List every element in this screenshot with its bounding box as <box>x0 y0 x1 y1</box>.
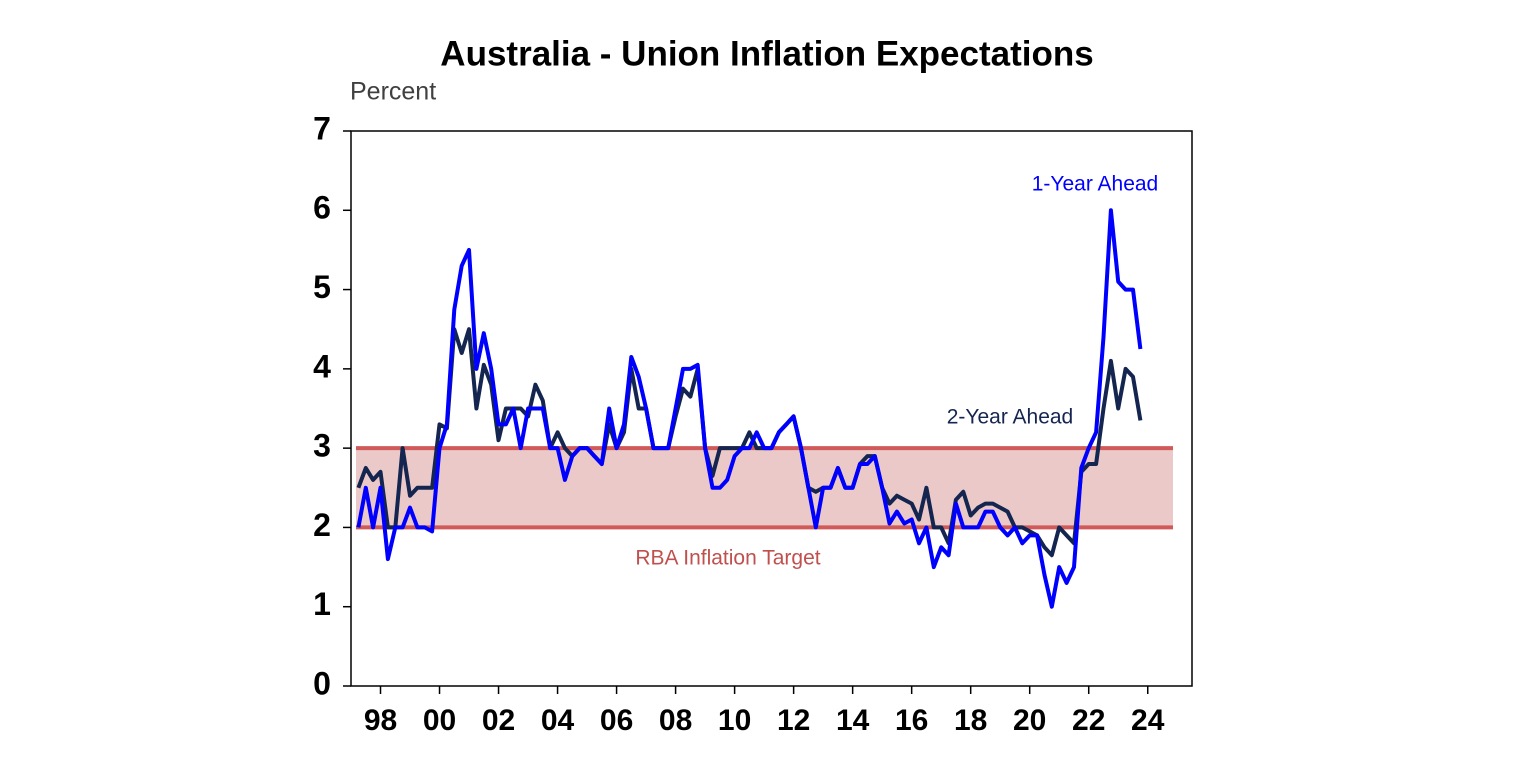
x-tick-label: 00 <box>423 704 456 737</box>
y-axis-label: Percent <box>350 78 436 106</box>
series-label: 2-Year Ahead <box>947 406 1074 429</box>
x-tick-label: 12 <box>777 704 810 737</box>
y-tick-label: 7 <box>313 110 331 146</box>
series-line <box>356 208 1143 609</box>
y-tick-label: 0 <box>313 665 331 701</box>
x-tick-label: 02 <box>482 704 515 737</box>
x-tick-label: 20 <box>1013 704 1046 737</box>
y-tick-label: 6 <box>313 190 331 226</box>
x-tick-label: 14 <box>836 704 870 737</box>
y-tick-label: 3 <box>313 428 331 464</box>
plot-frame <box>350 130 1193 687</box>
chart-title: Australia - Union Inflation Expectations <box>440 34 1093 73</box>
series-line <box>356 327 1143 558</box>
y-tick-label: 1 <box>313 586 331 622</box>
x-tick-label: 06 <box>600 704 633 737</box>
x-tick-label: 24 <box>1131 704 1165 737</box>
x-tick-label: 04 <box>541 704 575 737</box>
x-tick-label: 10 <box>718 704 751 737</box>
x-tick-label: 22 <box>1072 704 1105 737</box>
x-tick-label: 98 <box>364 704 397 737</box>
x-tick-label: 18 <box>954 704 987 737</box>
series-label: 1-Year Ahead <box>1032 173 1159 196</box>
y-tick-label: 5 <box>313 269 331 305</box>
x-tick-label: 08 <box>659 704 692 737</box>
target-band <box>356 448 1173 528</box>
annotation: RBA Inflation Target <box>635 547 820 570</box>
x-tick-label: 16 <box>895 704 928 737</box>
y-tick-label: 4 <box>313 348 331 384</box>
y-tick-label: 2 <box>313 507 331 543</box>
